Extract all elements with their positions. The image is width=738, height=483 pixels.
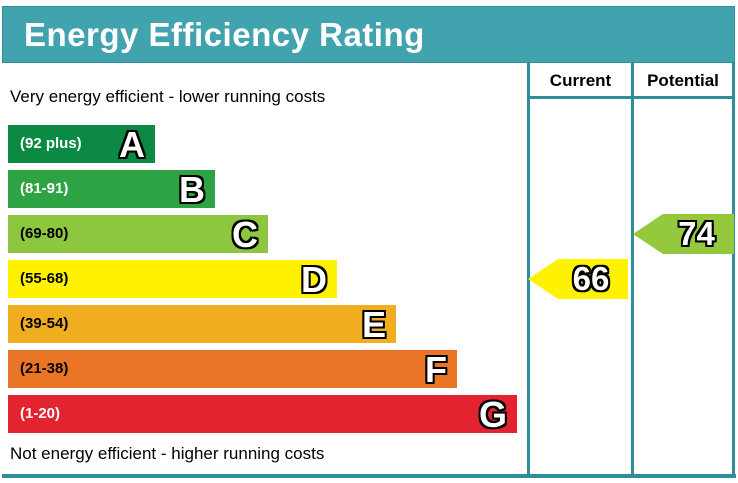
band-b-range-label: (81-91) bbox=[20, 180, 69, 197]
band-c-letter: C bbox=[232, 214, 258, 255]
table-line-left bbox=[527, 63, 530, 477]
band-g-range-label: (1-20) bbox=[20, 405, 61, 422]
band-f-range-label: (21-38) bbox=[20, 360, 69, 377]
table-header-underline bbox=[527, 96, 735, 99]
band-d-range-label: (55-68) bbox=[20, 270, 69, 287]
top-note: Very energy efficient - lower running co… bbox=[10, 87, 326, 106]
page-title: Energy Efficiency Rating bbox=[24, 16, 425, 53]
band-e: (39-54) E bbox=[8, 304, 396, 345]
band-a-range-label: (92 plus) bbox=[20, 135, 82, 152]
current-rating-arrow: 66 bbox=[528, 259, 628, 299]
band-d: (55-68) D bbox=[8, 259, 337, 300]
table-line-divider bbox=[631, 63, 634, 477]
band-c-range-label: (69-80) bbox=[20, 225, 69, 242]
current-rating-value: 66 bbox=[572, 260, 610, 297]
band-f-letter: F bbox=[425, 349, 447, 390]
potential-column-header: Potential bbox=[647, 71, 719, 90]
band-e-letter: E bbox=[361, 304, 386, 345]
band-e-range-label: (39-54) bbox=[20, 315, 69, 332]
band-a: (92 plus) A bbox=[8, 124, 155, 165]
band-c: (69-80) C bbox=[8, 214, 268, 255]
table-line-right bbox=[732, 63, 735, 477]
band-b-letter: B bbox=[179, 169, 205, 210]
potential-rating-arrow: 74 bbox=[633, 214, 734, 254]
table-bottom-border bbox=[2, 474, 736, 478]
band-f: (21-38) F bbox=[8, 349, 457, 390]
current-column-header: Current bbox=[549, 71, 612, 90]
band-b: (81-91) B bbox=[8, 169, 215, 210]
band-g: (1-20) G bbox=[8, 394, 517, 435]
title-bar: Energy Efficiency Rating bbox=[2, 6, 735, 63]
potential-rating-value: 74 bbox=[678, 215, 715, 252]
band-g-letter: G bbox=[478, 394, 507, 435]
band-d-letter: D bbox=[301, 259, 327, 300]
bottom-note: Not energy efficient - higher running co… bbox=[10, 444, 325, 463]
band-a-letter: A bbox=[119, 124, 145, 165]
